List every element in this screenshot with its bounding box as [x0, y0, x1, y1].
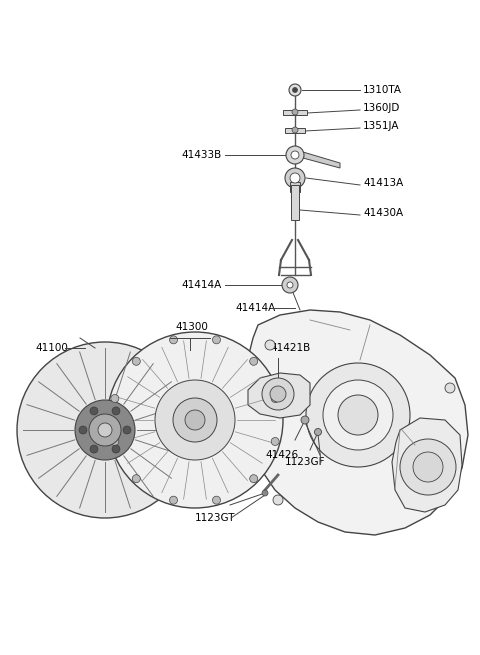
- Circle shape: [90, 445, 98, 453]
- Circle shape: [286, 146, 304, 164]
- Circle shape: [89, 414, 121, 446]
- Circle shape: [213, 496, 220, 504]
- Circle shape: [306, 363, 410, 467]
- Circle shape: [400, 439, 456, 495]
- Circle shape: [271, 394, 279, 403]
- Circle shape: [282, 277, 298, 293]
- Bar: [291, 185, 299, 220]
- Circle shape: [262, 490, 268, 496]
- Text: 41100: 41100: [35, 343, 68, 353]
- Text: 1123GF: 1123GF: [285, 457, 325, 467]
- Circle shape: [250, 358, 258, 365]
- Circle shape: [265, 340, 275, 350]
- Circle shape: [112, 445, 120, 453]
- Circle shape: [107, 332, 283, 508]
- Polygon shape: [303, 152, 340, 168]
- Circle shape: [273, 495, 283, 505]
- Circle shape: [323, 380, 393, 450]
- Circle shape: [17, 342, 193, 518]
- Circle shape: [132, 358, 140, 365]
- Circle shape: [413, 452, 443, 482]
- Circle shape: [90, 407, 98, 415]
- Text: 1351JA: 1351JA: [363, 121, 399, 131]
- Circle shape: [173, 398, 217, 442]
- Polygon shape: [245, 310, 468, 535]
- Circle shape: [155, 380, 235, 460]
- Circle shape: [314, 428, 322, 436]
- Bar: [285, 128, 305, 133]
- Circle shape: [285, 168, 305, 188]
- Circle shape: [338, 395, 378, 435]
- Text: 41413A: 41413A: [363, 178, 403, 188]
- Text: 41430A: 41430A: [363, 208, 403, 218]
- Text: 1310TA: 1310TA: [363, 85, 402, 95]
- Bar: [283, 110, 307, 115]
- Circle shape: [270, 386, 286, 402]
- Circle shape: [132, 475, 140, 483]
- Polygon shape: [248, 373, 310, 418]
- Circle shape: [111, 394, 119, 403]
- Text: 41414A: 41414A: [182, 280, 222, 290]
- Circle shape: [292, 127, 298, 133]
- Circle shape: [289, 84, 301, 96]
- Circle shape: [213, 336, 220, 344]
- Circle shape: [287, 282, 293, 288]
- Text: 41414A: 41414A: [235, 303, 275, 313]
- Circle shape: [292, 109, 298, 115]
- Circle shape: [75, 400, 135, 460]
- Circle shape: [271, 438, 279, 445]
- Circle shape: [445, 383, 455, 393]
- Circle shape: [111, 438, 119, 445]
- Text: 41433B: 41433B: [182, 150, 222, 160]
- Circle shape: [262, 378, 294, 410]
- Circle shape: [250, 475, 258, 483]
- Circle shape: [291, 151, 299, 159]
- Text: 41300: 41300: [175, 322, 208, 332]
- Text: 1360JD: 1360JD: [363, 103, 400, 113]
- Circle shape: [79, 426, 87, 434]
- Text: 41426: 41426: [265, 450, 298, 460]
- Circle shape: [169, 336, 178, 344]
- Circle shape: [112, 407, 120, 415]
- Circle shape: [123, 426, 131, 434]
- Polygon shape: [392, 418, 462, 512]
- Circle shape: [185, 410, 205, 430]
- Circle shape: [98, 423, 112, 437]
- Circle shape: [301, 416, 309, 424]
- Text: 41421B: 41421B: [270, 343, 310, 353]
- Circle shape: [169, 496, 178, 504]
- Text: 1123GT: 1123GT: [195, 513, 236, 523]
- Circle shape: [292, 88, 298, 92]
- Bar: [290, 182, 300, 192]
- Circle shape: [290, 173, 300, 183]
